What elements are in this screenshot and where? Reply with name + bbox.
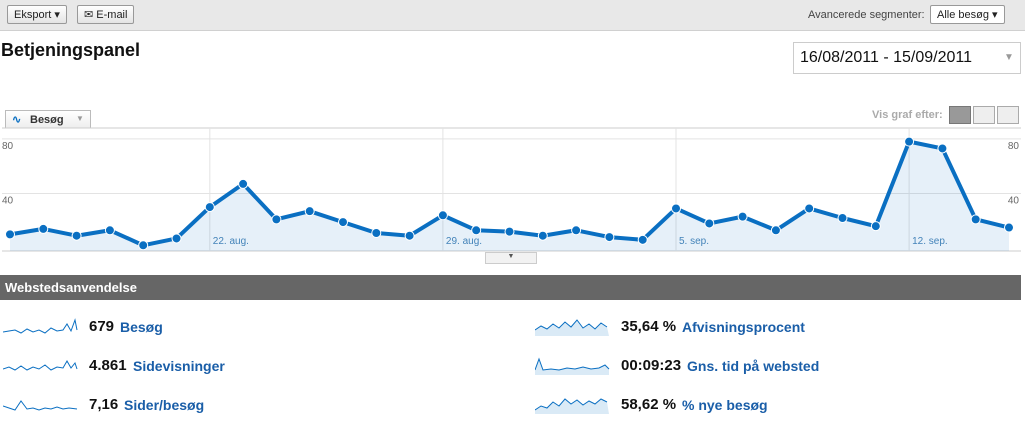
sparkline — [3, 400, 78, 414]
metric-tab[interactable]: ∿ Besøg ▼ — [5, 110, 91, 128]
sparkline — [3, 359, 78, 371]
point — [637, 234, 648, 245]
point — [571, 225, 582, 236]
sparkline-line — [3, 359, 78, 371]
graph-by-label: Vis graf efter: — [872, 109, 943, 121]
point — [870, 221, 881, 232]
point — [1004, 222, 1014, 233]
point — [770, 225, 781, 236]
metric-label[interactable]: Afvisningsprocent — [682, 319, 805, 335]
point — [371, 228, 382, 238]
point — [471, 225, 482, 236]
tab-arrow: ▼ — [76, 114, 84, 123]
point — [171, 233, 182, 244]
date-arrow: ▼ — [1004, 52, 1014, 63]
date-picker[interactable]: 16/08/2011 - 15/09/2011 ▼ — [793, 42, 1021, 74]
section-header: Webstedsanvendelse — [0, 275, 1021, 300]
segment-label: Alle besøg — [937, 9, 989, 21]
metric-label[interactable]: Sidevisninger — [133, 358, 225, 374]
point — [904, 136, 915, 147]
chart: 40 40 80 80 22. aug. 29. aug. 5. sep. 12. sep. — [2, 127, 1021, 252]
email-button[interactable]: ✉ E-mail — [77, 5, 135, 24]
sparkline-area — [3, 320, 77, 336]
x-tick-label: 5. sep. — [679, 236, 709, 247]
metric-value: 7,16 — [89, 396, 119, 413]
metric-label[interactable]: % nye besøg — [682, 397, 768, 413]
sparkline — [3, 318, 78, 336]
point — [404, 230, 415, 241]
sparkline — [535, 357, 610, 375]
view-month[interactable] — [997, 106, 1019, 124]
view-week[interactable] — [973, 106, 995, 124]
tab-icon: ∿ — [12, 114, 22, 126]
page-title: Betjeningspanel — [1, 40, 141, 60]
sparkline — [535, 398, 609, 414]
point — [304, 206, 315, 217]
point — [5, 229, 15, 240]
metric-value: 679 — [89, 318, 115, 335]
point — [970, 214, 981, 225]
sparkline-line — [535, 319, 608, 331]
date-range: 16/08/2011 - 15/09/2011 — [800, 49, 972, 66]
point — [504, 226, 515, 237]
point — [837, 213, 848, 223]
export-button[interactable]: Eksport ▾ — [7, 5, 67, 24]
x-tick-label: 29. aug. — [446, 236, 482, 247]
sparkline-line — [3, 318, 78, 334]
point — [338, 217, 348, 228]
point — [238, 178, 249, 189]
y-tick-label: 40 — [1008, 195, 1020, 206]
point — [138, 240, 149, 251]
x-tick-label: 22. aug. — [213, 236, 249, 247]
point — [437, 210, 448, 221]
sparkline-area — [535, 320, 609, 336]
point — [537, 230, 548, 241]
point — [671, 203, 681, 214]
section-title: Webstedsanvendelse — [5, 280, 137, 295]
metric-label[interactable]: Besøg — [120, 319, 163, 335]
metric-value: 35,64 % — [621, 318, 677, 335]
graph-view-buttons — [949, 106, 1019, 124]
sparkline-area — [535, 359, 609, 375]
metric-value: 58,62 % — [621, 396, 677, 413]
toolbar: Eksport ▾ ✉ E-mail Avancerede segmenter:… — [0, 0, 1025, 31]
tab-label: Besøg — [30, 114, 64, 126]
export-label: Eksport — [14, 9, 52, 21]
collapse-handle[interactable]: ▼ — [485, 252, 537, 264]
email-label: E-mail — [96, 9, 128, 21]
sparkline-line — [535, 398, 608, 411]
metric-value: 4.861 — [89, 357, 127, 374]
point — [604, 232, 615, 243]
point — [38, 223, 49, 234]
y-tick-label: 40 — [2, 195, 14, 206]
segments-label: Avancerede segmenter: — [808, 9, 925, 21]
segment-select[interactable]: Alle besøg ▾ — [930, 5, 1005, 24]
metric-label[interactable]: Sider/besøg — [124, 397, 205, 413]
sparkline-line — [3, 400, 78, 411]
point — [104, 225, 115, 236]
point — [737, 211, 748, 222]
point — [71, 230, 82, 241]
metric-label[interactable]: Gns. tid på websted — [687, 358, 820, 374]
metric-value: 00:09:23 — [621, 357, 682, 374]
x-tick-label: 12. sep. — [912, 236, 948, 247]
y-tick-label: 80 — [1008, 141, 1020, 152]
point — [704, 218, 715, 229]
sparkline-area — [3, 401, 77, 414]
point — [937, 143, 948, 154]
point — [271, 214, 282, 225]
sparkline — [535, 319, 609, 336]
point — [804, 203, 815, 214]
y-tick-label: 80 — [2, 141, 14, 152]
sparkline-line — [535, 357, 610, 371]
point — [204, 202, 215, 213]
view-day[interactable] — [949, 106, 971, 124]
